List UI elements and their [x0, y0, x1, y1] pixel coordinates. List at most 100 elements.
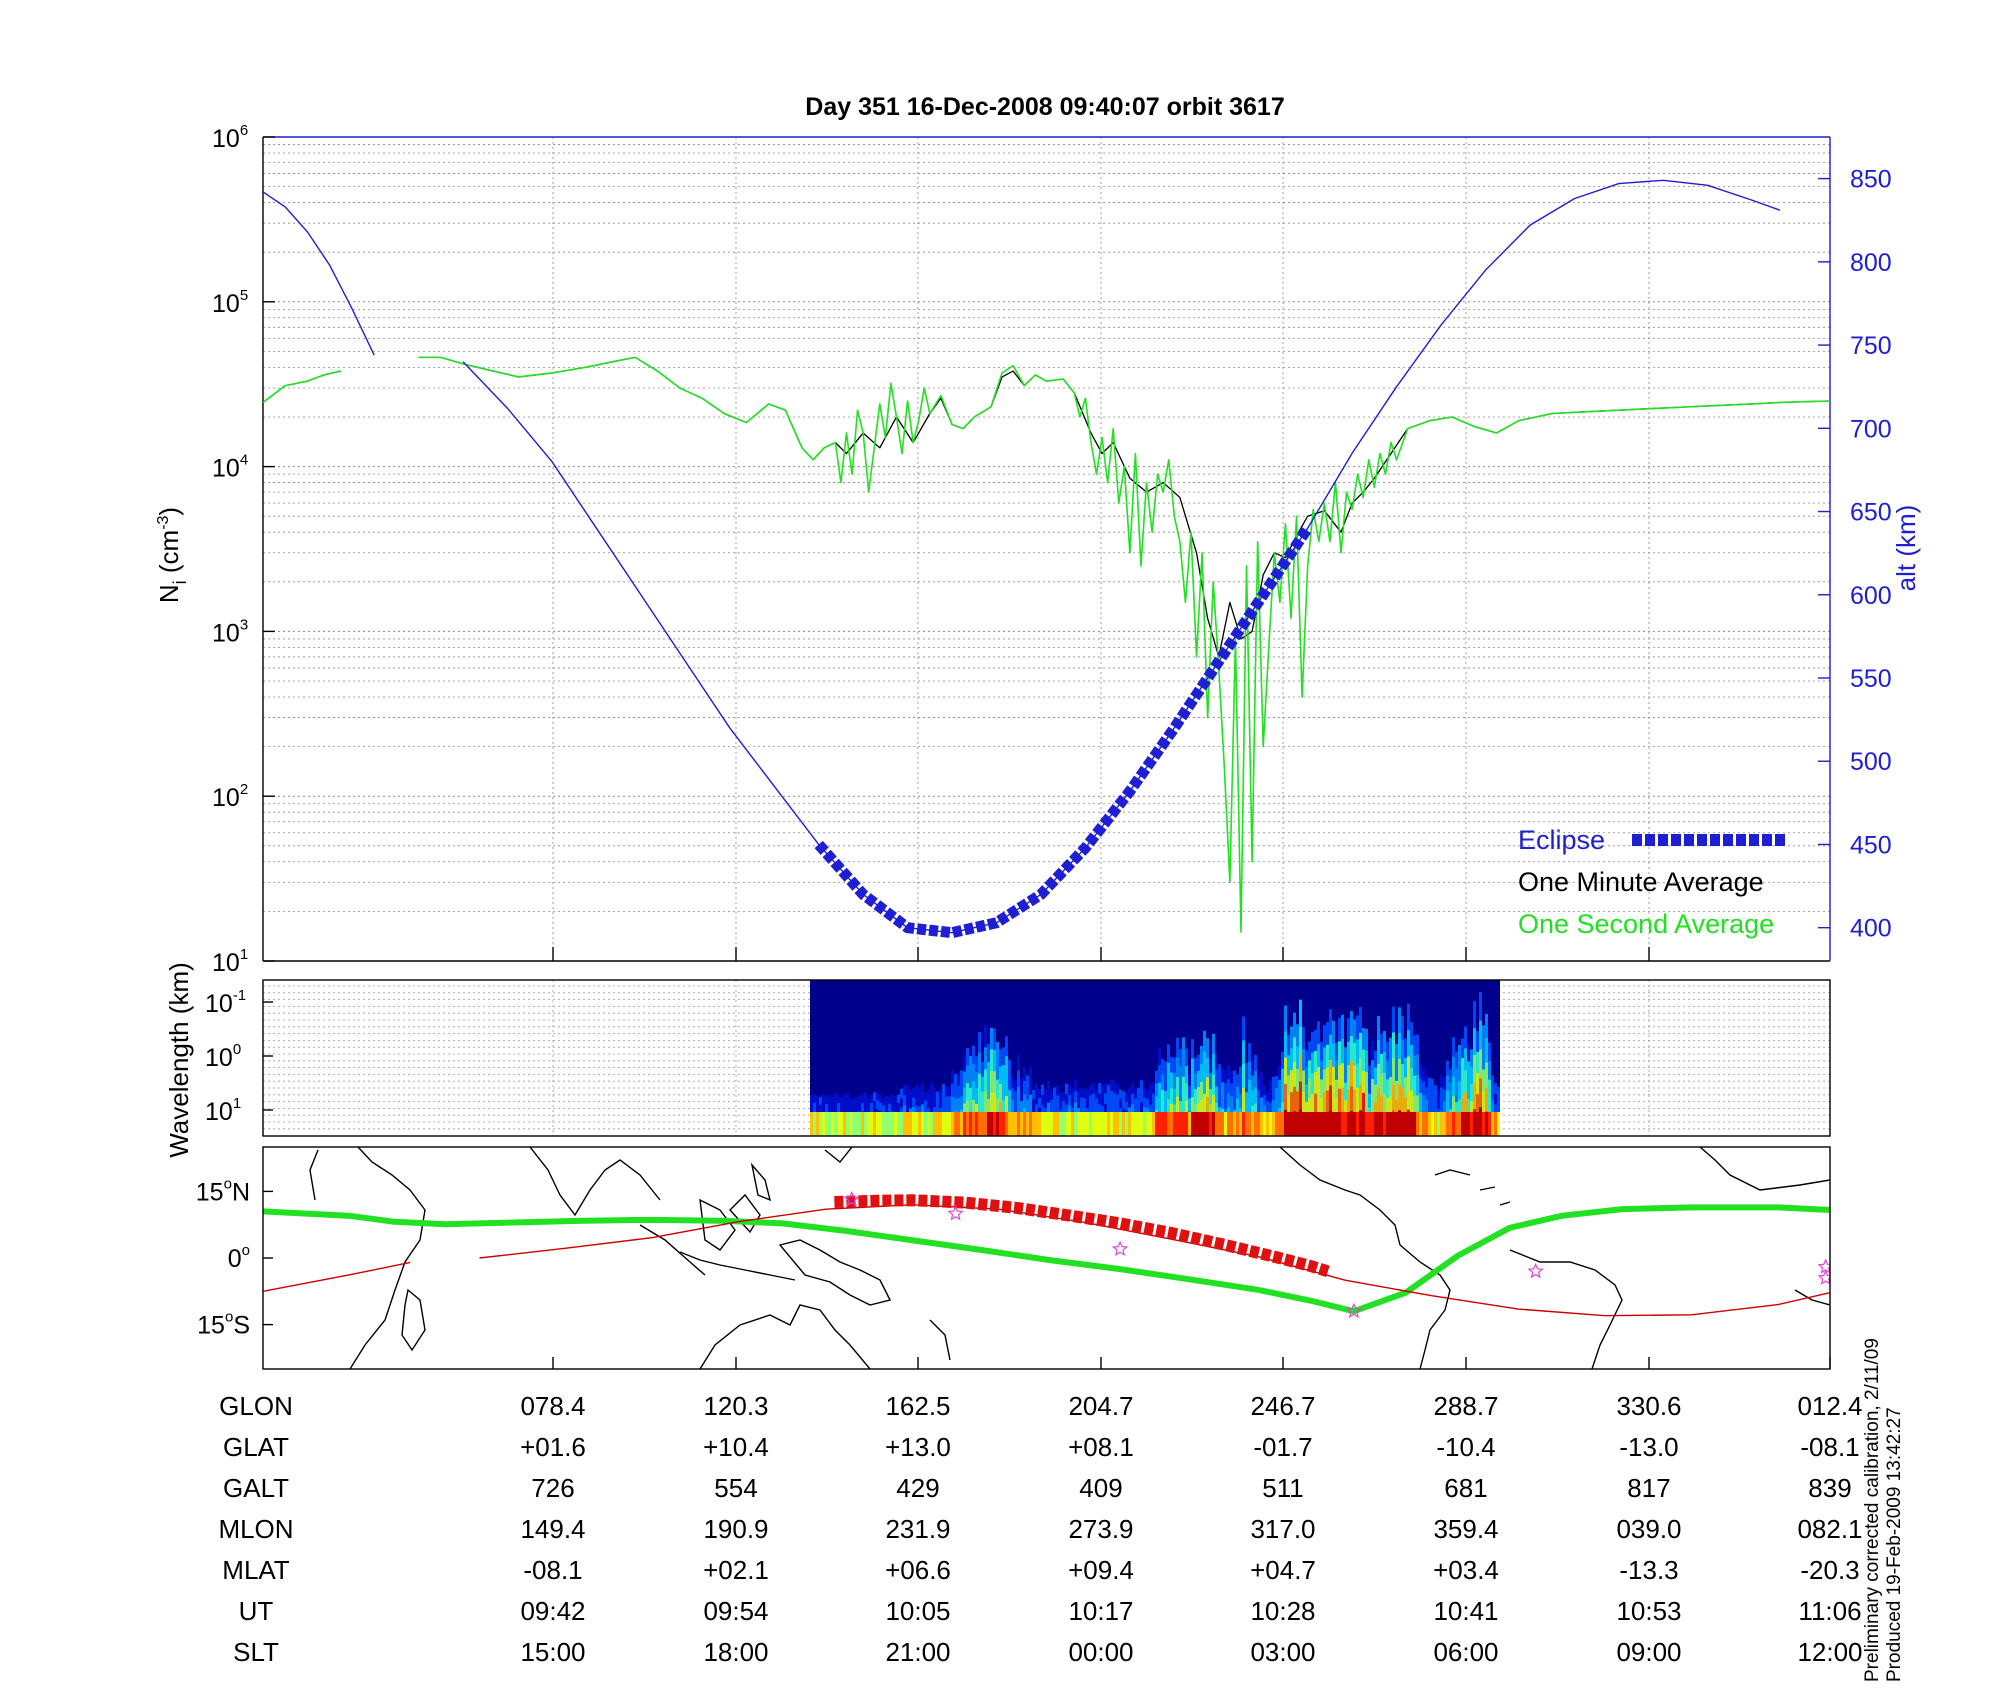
- spectrogram-cell: [1380, 1094, 1383, 1116]
- spectrogram-cell: [1116, 1094, 1119, 1106]
- spectrogram-cell: [1158, 1082, 1161, 1102]
- coastline: [824, 1147, 853, 1163]
- spectrogram-panel: 10-1 100 101 Wavelength (km): [164, 962, 1831, 1158]
- ground-track-line: [263, 1261, 411, 1292]
- y-tick-label: 10-1: [205, 987, 246, 1018]
- spectrogram-cell: [1476, 1052, 1479, 1074]
- spectrogram-cell: [1269, 1112, 1272, 1136]
- spectrogram-cell: [927, 1112, 930, 1136]
- spectrogram-cell: [1446, 1090, 1449, 1107]
- second-average-line: [418, 356, 1830, 933]
- spectrogram-cell: [1248, 1098, 1251, 1118]
- spectrogram-cell: [945, 1086, 948, 1098]
- spectrogram-cell: [834, 1112, 837, 1136]
- spectrogram-cell: [825, 1104, 828, 1113]
- spectrogram-cell: [1431, 1101, 1434, 1114]
- spectrogram-cell: [933, 1112, 936, 1136]
- spectrogram-cell: [1278, 1079, 1281, 1095]
- spectrogram-cell: [1260, 1084, 1263, 1098]
- spectrogram-cell: [1386, 1079, 1389, 1099]
- spectrogram-cell: [1413, 1112, 1416, 1136]
- spectrogram-cell: [987, 1099, 990, 1119]
- spectrogram-cell: [918, 1112, 921, 1136]
- spectrogram-cell: [846, 1112, 849, 1136]
- y2-tick-label: 750: [1850, 332, 1892, 360]
- spectrogram-cell: [1308, 1060, 1311, 1080]
- spectrogram-cell: [1254, 1087, 1257, 1105]
- map-panel: 15oN 0o 15oS: [196, 1146, 1831, 1370]
- spectrogram-cell: [831, 1112, 834, 1136]
- spectrogram-cell: [882, 1105, 885, 1114]
- star-marker: [1527, 1262, 1544, 1279]
- spectrogram-cell: [996, 1042, 999, 1062]
- spectrogram-cell: [1359, 1084, 1362, 1111]
- spectrogram-cell: [1314, 1112, 1317, 1136]
- spectrogram-cell: [1323, 1069, 1326, 1093]
- density-panel: 101 102 103 104 105 106 400 450 500 550 600 650 700 7…: [154, 122, 1921, 977]
- spectrogram-cell: [1443, 1089, 1446, 1102]
- spectrogram-cell: [1104, 1112, 1107, 1136]
- spectrogram-cell: [852, 1106, 855, 1115]
- spectrogram-cell: [1350, 1112, 1353, 1136]
- spectrogram-cell: [1137, 1087, 1140, 1098]
- spectrogram-cell: [1413, 1035, 1416, 1057]
- spectrogram-cell: [1383, 1072, 1386, 1095]
- spectrogram-cell: [1398, 1112, 1401, 1136]
- spectrogram-cell: [1482, 1047, 1485, 1071]
- spectrogram-cell: [1029, 1094, 1032, 1110]
- spectrogram-cell: [1338, 1088, 1341, 1113]
- spectrogram-cell: [1452, 1112, 1455, 1136]
- spectrogram-cell: [1092, 1104, 1095, 1116]
- coastline: [1509, 1249, 1623, 1369]
- spectrogram-cell: [1371, 1079, 1374, 1099]
- footnote-line1: Preliminary corrected calibration, 2/11/…: [1862, 1338, 1883, 1682]
- spectrogram-cell: [957, 1098, 960, 1112]
- spectrogram-cell: [972, 1045, 975, 1065]
- spectrogram-cell: [969, 1055, 972, 1073]
- spectrogram-cell: [1002, 1112, 1005, 1136]
- spectrogram-cell: [918, 1106, 921, 1117]
- spectrogram-cell: [819, 1097, 822, 1106]
- spectrogram-cell: [1197, 1070, 1200, 1088]
- spectrogram-cell: [1245, 1112, 1248, 1136]
- spectrogram-cell: [981, 1061, 984, 1078]
- spectrogram-cell: [1251, 1090, 1254, 1107]
- spectrogram-cell: [1317, 1044, 1320, 1068]
- spectrogram-cell: [1125, 1112, 1128, 1136]
- table-cell: 09:42: [520, 1596, 585, 1626]
- spectrogram-cell: [837, 1102, 840, 1112]
- spectrogram-cell: [1218, 1078, 1221, 1094]
- spectrogram-cell: [1254, 1055, 1257, 1072]
- spectrogram-cell: [1026, 1087, 1029, 1101]
- spectrogram-cell: [1086, 1089, 1089, 1100]
- spectrogram-cell: [1077, 1089, 1080, 1100]
- table-cell: +08.1: [1068, 1432, 1134, 1462]
- spectrogram-cell: [978, 1052, 981, 1075]
- spectrogram-cell: [1041, 1084, 1044, 1096]
- spectrogram-cell: [1185, 1101, 1188, 1120]
- spectrogram-cell: [1413, 1055, 1416, 1077]
- spectrogram-cell: [1311, 1052, 1314, 1075]
- spectrogram-cell: [1449, 1095, 1452, 1110]
- spectrogram-cell: [1476, 1031, 1479, 1053]
- spectrogram-cell: [1296, 1112, 1299, 1136]
- spectrogram-cell: [894, 1104, 897, 1113]
- spectrogram-cell: [1170, 1072, 1173, 1089]
- spectrogram-cell: [999, 1101, 1002, 1120]
- spectrogram-cell: [1230, 1096, 1233, 1111]
- star-marker: [1817, 1269, 1830, 1285]
- spectrogram-cell: [873, 1112, 876, 1136]
- spectrogram-cell: [1008, 1112, 1011, 1136]
- coastline: [401, 1288, 426, 1352]
- spectrogram-cell: [1491, 1112, 1494, 1136]
- coastlines: [309, 1147, 1830, 1369]
- spectrogram-cell: [921, 1112, 924, 1136]
- spectrogram-cell: [1266, 1112, 1269, 1136]
- spectrogram-cell: [1083, 1089, 1086, 1099]
- table-cell: -13.0: [1619, 1432, 1678, 1462]
- spectrogram-cell: [1029, 1081, 1032, 1096]
- spectrogram-cell: [1068, 1105, 1071, 1116]
- spectrogram-cell: [1116, 1084, 1119, 1096]
- spectrogram-cell: [1185, 1048, 1188, 1067]
- spectrogram-cell: [885, 1112, 888, 1136]
